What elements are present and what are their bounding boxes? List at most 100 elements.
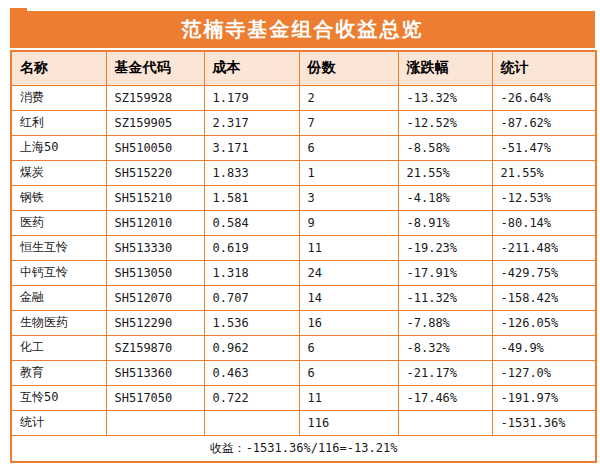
cell-code: SH513330 [106,235,204,260]
cell-cost [204,410,299,435]
cell-change: -8.91% [398,210,492,235]
cell-name: 教育 [11,360,106,385]
table-row: 医药 SH512010 0.584 9 -8.91% -80.14% [11,210,596,235]
cell-shares: 116 [299,410,398,435]
cell-name: 钢铁 [11,185,106,210]
cell-total: -429.75% [492,260,596,285]
fund-overview-page: 范楠寺基金组合收益总览 名称 基金代码 成本 份数 涨跌幅 统计 消费 SZ15… [0,0,600,470]
table-row: 红利 SZ159905 2.317 7 -12.52% -87.62% [11,110,596,135]
cell-code: SH512010 [106,210,204,235]
table-row: 生物医药 SH512290 1.536 16 -7.88% -126.05% [11,310,596,335]
table-row: 互怜50 SH517050 0.722 11 -17.46% -191.97% [11,385,596,410]
cell-cost: 2.317 [204,110,299,135]
column-header-shares: 份数 [299,51,398,85]
table-row: 恒生互怜 SH513330 0.619 11 -19.23% -211.48% [11,235,596,260]
header-row: 名称 基金代码 成本 份数 涨跌幅 统计 [11,51,596,85]
cell-total: -80.14% [492,210,596,235]
cell-name: 金融 [11,285,106,310]
cell-change: -19.23% [398,235,492,260]
cell-change: -8.58% [398,135,492,160]
cell-cost: 0.707 [204,285,299,310]
cell-name: 煤炭 [11,160,106,185]
cell-code: SZ159870 [106,335,204,360]
cell-total: -127.0% [492,360,596,385]
cell-shares: 3 [299,185,398,210]
cell-cost: 0.584 [204,210,299,235]
table-row: 教育 SH513360 0.463 6 -21.17% -127.0% [11,360,596,385]
table-row: 金融 SH512070 0.707 14 -11.32% -158.42% [11,285,596,310]
cell-total: -211.48% [492,235,596,260]
fund-table: 名称 基金代码 成本 份数 涨跌幅 统计 消费 SZ159928 1.179 2… [10,50,597,463]
cell-code: SZ159928 [106,85,204,110]
column-header-change: 涨跌幅 [398,51,492,85]
cell-name: 恒生互怜 [11,235,106,260]
cell-shares: 11 [299,385,398,410]
cell-code: SH510050 [106,135,204,160]
cell-shares: 7 [299,110,398,135]
cell-cost: 1.536 [204,310,299,335]
cell-change: -4.18% [398,185,492,210]
cell-code: SH515220 [106,160,204,185]
cell-name: 中钙互怜 [11,260,106,285]
cell-change: -11.32% [398,285,492,310]
cell-code: SH517050 [106,385,204,410]
cell-name: 统计 [11,410,106,435]
cell-shares: 6 [299,135,398,160]
cell-change: -7.88% [398,310,492,335]
cell-code: SH512290 [106,310,204,335]
cell-total: -26.64% [492,85,596,110]
cell-code: SH515210 [106,185,204,210]
table-row: 钢铁 SH515210 1.581 3 -4.18% -12.53% [11,185,596,210]
cell-shares: 6 [299,335,398,360]
table-row: 上海50 SH510050 3.171 6 -8.58% -51.47% [11,135,596,160]
cell-name: 互怜50 [11,385,106,410]
cell-cost: 1.833 [204,160,299,185]
cell-code: SZ159905 [106,110,204,135]
cell-change: -17.91% [398,260,492,285]
cell-change: -12.52% [398,110,492,135]
cell-total: -87.62% [492,110,596,135]
cell-total: -158.42% [492,285,596,310]
cell-total: -1531.36% [492,410,596,435]
cell-name: 上海50 [11,135,106,160]
cell-shares: 2 [299,85,398,110]
cell-change: 21.55% [398,160,492,185]
page-title: 范楠寺基金组合收益总览 [182,16,424,43]
column-header-cost: 成本 [204,51,299,85]
table-row: 统计 116 -1531.36% [11,410,596,435]
table-row: 消费 SZ159928 1.179 2 -13.32% -26.64% [11,85,596,110]
cell-cost: 0.619 [204,235,299,260]
table-row: 煤炭 SH515220 1.833 1 21.55% 21.55% [11,160,596,185]
cell-name: 红利 [11,110,106,135]
cell-shares: 24 [299,260,398,285]
table-title-bar: 范楠寺基金组合收益总览 [10,11,595,48]
cell-total: -191.97% [492,385,596,410]
cell-code: SH513050 [106,260,204,285]
cell-cost: 1.581 [204,185,299,210]
cell-name: 消费 [11,85,106,110]
cell-cost: 3.171 [204,135,299,160]
fund-table-footer: 收益：-1531.36%/116=-13.21% [11,435,596,462]
cell-change: -8.32% [398,335,492,360]
cell-shares: 1 [299,160,398,185]
cell-total: -126.05% [492,310,596,335]
summary-text: 收益：-1531.36%/116=-13.21% [11,435,596,462]
cell-total: -12.53% [492,185,596,210]
cell-cost: 1.318 [204,260,299,285]
cell-cost: 0.463 [204,360,299,385]
cell-change [398,410,492,435]
cell-shares: 16 [299,310,398,335]
cell-code: SH512070 [106,285,204,310]
cell-change: -21.17% [398,360,492,385]
cell-total: -51.47% [492,135,596,160]
cell-cost: 0.962 [204,335,299,360]
column-header-total: 统计 [492,51,596,85]
cell-code [106,410,204,435]
fund-table-header: 名称 基金代码 成本 份数 涨跌幅 统计 [11,51,596,85]
column-header-code: 基金代码 [106,51,204,85]
cell-shares: 11 [299,235,398,260]
table-row: 中钙互怜 SH513050 1.318 24 -17.91% -429.75% [11,260,596,285]
cell-shares: 6 [299,360,398,385]
cell-change: -17.46% [398,385,492,410]
cell-total: 21.55% [492,160,596,185]
